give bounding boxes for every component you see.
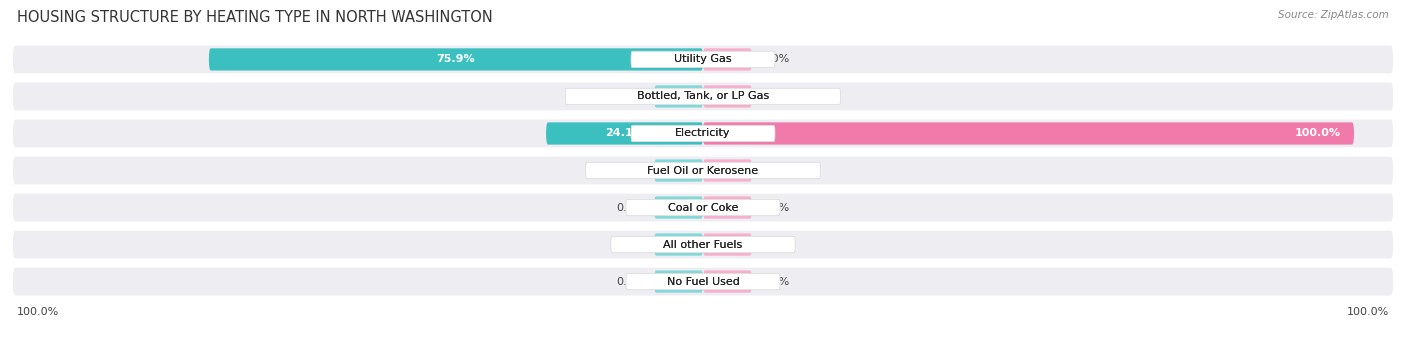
- Text: Source: ZipAtlas.com: Source: ZipAtlas.com: [1278, 10, 1389, 20]
- Text: 0.0%: 0.0%: [762, 165, 790, 176]
- Text: No Fuel Used: No Fuel Used: [666, 277, 740, 286]
- FancyBboxPatch shape: [13, 268, 1393, 295]
- FancyBboxPatch shape: [703, 48, 752, 71]
- Text: 0.0%: 0.0%: [616, 203, 644, 212]
- Text: Fuel Oil or Kerosene: Fuel Oil or Kerosene: [647, 165, 759, 176]
- Text: Coal or Coke: Coal or Coke: [668, 203, 738, 212]
- Text: 24.1%: 24.1%: [605, 129, 644, 138]
- FancyBboxPatch shape: [654, 270, 703, 293]
- FancyBboxPatch shape: [13, 231, 1393, 258]
- FancyBboxPatch shape: [654, 196, 703, 219]
- Text: Fuel Oil or Kerosene: Fuel Oil or Kerosene: [647, 165, 759, 176]
- Text: 0.0%: 0.0%: [762, 203, 790, 212]
- FancyBboxPatch shape: [626, 199, 780, 216]
- FancyBboxPatch shape: [610, 236, 796, 253]
- Text: Electricity: Electricity: [675, 129, 731, 138]
- Text: 0.0%: 0.0%: [762, 239, 790, 250]
- FancyBboxPatch shape: [586, 162, 820, 179]
- Text: Utility Gas: Utility Gas: [675, 55, 731, 64]
- FancyBboxPatch shape: [546, 122, 703, 145]
- Text: 100.0%: 100.0%: [1347, 307, 1389, 317]
- Text: 75.9%: 75.9%: [437, 55, 475, 64]
- Text: All other Fuels: All other Fuels: [664, 239, 742, 250]
- Text: Bottled, Tank, or LP Gas: Bottled, Tank, or LP Gas: [637, 91, 769, 102]
- FancyBboxPatch shape: [703, 85, 752, 107]
- FancyBboxPatch shape: [565, 88, 841, 105]
- Text: 0.0%: 0.0%: [616, 239, 644, 250]
- Text: No Fuel Used: No Fuel Used: [666, 277, 740, 286]
- FancyBboxPatch shape: [13, 194, 1393, 221]
- Text: 100.0%: 100.0%: [1295, 129, 1341, 138]
- FancyBboxPatch shape: [13, 46, 1393, 73]
- Text: 0.0%: 0.0%: [762, 277, 790, 286]
- FancyBboxPatch shape: [703, 196, 752, 219]
- Text: HOUSING STRUCTURE BY HEATING TYPE IN NORTH WASHINGTON: HOUSING STRUCTURE BY HEATING TYPE IN NOR…: [17, 10, 492, 25]
- FancyBboxPatch shape: [13, 120, 1393, 147]
- FancyBboxPatch shape: [631, 51, 775, 68]
- FancyBboxPatch shape: [703, 270, 752, 293]
- FancyBboxPatch shape: [209, 48, 703, 71]
- Text: 0.0%: 0.0%: [616, 277, 644, 286]
- Text: All other Fuels: All other Fuels: [664, 239, 742, 250]
- FancyBboxPatch shape: [13, 157, 1393, 184]
- Text: 0.0%: 0.0%: [762, 55, 790, 64]
- Text: 0.0%: 0.0%: [762, 91, 790, 102]
- FancyBboxPatch shape: [13, 83, 1393, 110]
- Text: Coal or Coke: Coal or Coke: [668, 203, 738, 212]
- FancyBboxPatch shape: [631, 125, 775, 142]
- FancyBboxPatch shape: [703, 122, 1354, 145]
- FancyBboxPatch shape: [703, 234, 752, 256]
- FancyBboxPatch shape: [654, 85, 703, 107]
- FancyBboxPatch shape: [703, 159, 752, 182]
- Text: 100.0%: 100.0%: [17, 307, 59, 317]
- Text: Electricity: Electricity: [675, 129, 731, 138]
- Text: 0.0%: 0.0%: [616, 91, 644, 102]
- Text: Utility Gas: Utility Gas: [675, 55, 731, 64]
- Text: Bottled, Tank, or LP Gas: Bottled, Tank, or LP Gas: [637, 91, 769, 102]
- FancyBboxPatch shape: [654, 234, 703, 256]
- FancyBboxPatch shape: [626, 273, 780, 290]
- Text: 0.0%: 0.0%: [616, 165, 644, 176]
- FancyBboxPatch shape: [654, 159, 703, 182]
